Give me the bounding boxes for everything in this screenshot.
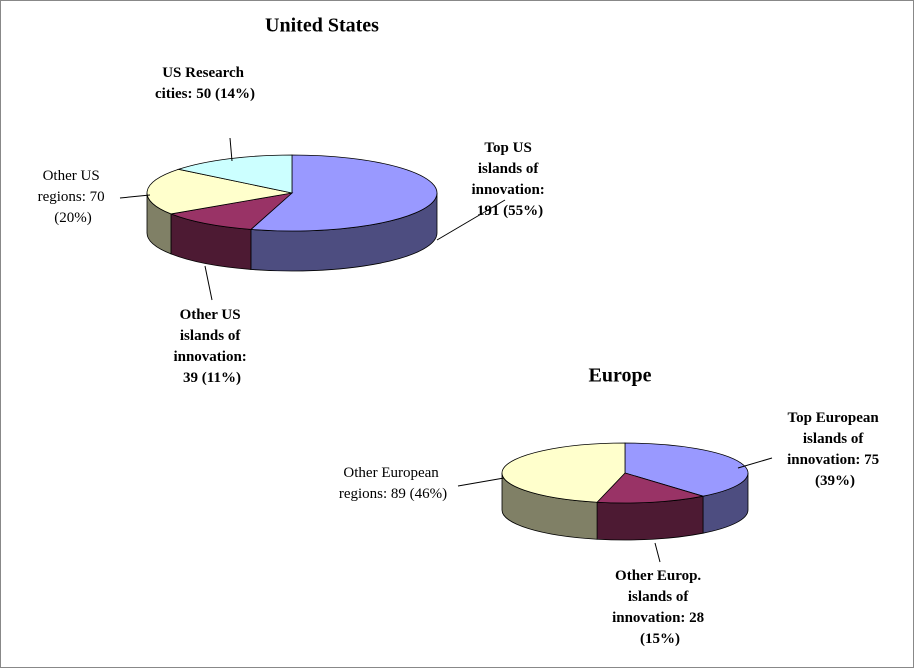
label-line: (20%) [54,210,92,226]
label-line: innovation: 28 [612,610,708,626]
data-label: Other US islands of innovation: 39 (11%) [173,307,250,386]
label-line: regions: 70 [38,189,109,205]
leader-line [737,457,773,469]
chart-title: United States [265,15,379,37]
label-line: islands of [803,431,867,447]
slice [169,192,294,230]
label-line: innovation: [471,182,548,198]
label-line: Other US [43,168,104,184]
leader-line [436,199,506,241]
label-line: 191 (55%) [477,203,543,219]
label-line: Other Europ. [615,568,705,584]
data-label: Other US regions: 70 (20%) [38,168,109,226]
slice [177,154,293,194]
label-line: islands of [628,589,692,605]
pie-tops [146,154,438,232]
label-line: islands of [180,328,244,344]
data-label: US Research cities: 50 (14%) [155,65,255,102]
label-line: Other US [180,307,245,323]
leader-line [654,542,661,563]
pie-sides [146,192,438,272]
slice [501,442,626,503]
label-line: regions: 89 (46%) [339,486,447,502]
label-line: cities: 50 (14%) [155,86,255,102]
label-line: (39%) [815,473,855,489]
slice [596,472,704,504]
label-line: innovation: 75 [787,452,883,468]
leader-line [457,477,505,487]
slice [249,154,438,232]
label-line: 39 (11%) [183,370,241,386]
leader-line [229,137,233,162]
data-label: Other Europ. islands of innovation: 28 (… [612,568,708,647]
label-line: US Research [162,65,248,81]
label-line: (15%) [640,631,680,647]
pie-sides [501,472,749,541]
slice [624,442,749,497]
label-line: Top US [484,140,535,156]
label-line: Top European [787,410,882,426]
leader-line [204,265,213,301]
label-line: innovation: [173,349,250,365]
slice [146,168,293,215]
data-label: Top European islands of innovation: 75 (… [787,410,883,489]
label-line: Other European [343,465,442,481]
label-line: islands of [478,161,542,177]
data-label: Top US islands of innovation: 191 (55%) [471,140,548,219]
chart-title: Europe [589,365,652,387]
pie-tops [501,442,749,504]
data-label: Other European regions: 89 (46%) [339,465,447,502]
leader-line [119,194,151,199]
